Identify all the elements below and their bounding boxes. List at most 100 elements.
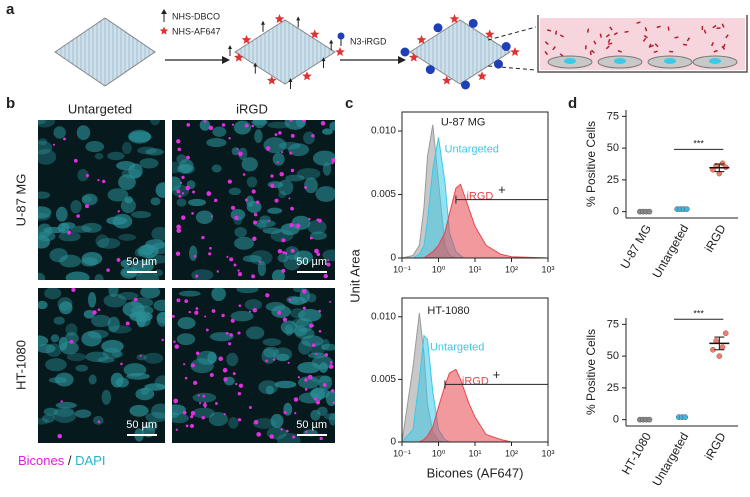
x-tick-label: 10¹: [468, 448, 481, 458]
bicone-signal: [314, 248, 319, 254]
cell: [131, 211, 152, 219]
cell: [303, 131, 315, 145]
bicone-signal: [188, 310, 192, 314]
bicone-signal: [311, 343, 316, 348]
particle-mark: [721, 45, 726, 50]
bicone-signal: [281, 268, 286, 273]
icon: [161, 9, 167, 14]
bicone-signal: [248, 310, 251, 313]
bicone-signal: [208, 252, 212, 256]
bicone-signal: [281, 151, 284, 154]
bicone-signal: [209, 246, 212, 250]
cell: [118, 174, 136, 190]
particle-mark: [642, 37, 647, 42]
bicone-signal: [228, 342, 232, 346]
particle-mark: [712, 24, 717, 29]
cell: [315, 186, 335, 202]
cell: [208, 411, 229, 427]
bicone-signal: [221, 313, 225, 318]
bicone-signal: [251, 274, 256, 279]
cell: [176, 333, 196, 346]
cell: [192, 392, 217, 403]
cell: [320, 343, 335, 351]
bicone-signal: [251, 124, 255, 128]
cell: [312, 150, 335, 166]
x-tick-label: HT-1080: [619, 430, 654, 477]
bicone-signal: [322, 382, 327, 387]
y-tick-label: 0: [390, 253, 396, 264]
y-tick-label: 0: [613, 414, 619, 426]
plot-frame: [401, 111, 549, 259]
micrograph: 50 µm: [172, 120, 335, 280]
cell: [55, 401, 77, 409]
cell: [230, 310, 254, 322]
cell: [195, 210, 214, 224]
cell: [55, 206, 68, 222]
scale-bar-label: 50 µm: [296, 419, 327, 431]
cell: [328, 413, 335, 426]
cell: [189, 245, 198, 261]
panel-label: b: [6, 95, 15, 112]
particle-mark: [589, 50, 592, 56]
particle-mark: [656, 25, 661, 29]
particle-mark: [686, 37, 691, 42]
bicone-signal: [226, 255, 229, 258]
bicone-signal: [176, 139, 181, 144]
data-point: [719, 344, 726, 351]
peptide: N3-iRGD: [350, 36, 387, 46]
particle-mark: [608, 42, 613, 45]
series-label: iRGD: [466, 190, 493, 202]
series-label: HT-1080: [427, 305, 469, 317]
bicone-signal: [258, 260, 261, 264]
bicone-signal: [233, 263, 237, 267]
cell: [151, 226, 165, 241]
bicone-signal: [117, 210, 120, 213]
legend-separator: /: [64, 453, 75, 468]
cell: [151, 403, 165, 419]
cell: [108, 325, 132, 334]
bicone-signal: [308, 217, 311, 221]
cell: [265, 301, 286, 312]
cell: [297, 376, 320, 389]
bicone-signal: [97, 308, 101, 312]
bicone-signal: [265, 146, 271, 151]
micrograph: 50 µm: [38, 120, 165, 280]
cell: [81, 251, 103, 266]
cell: [38, 140, 53, 155]
cell: [270, 413, 284, 429]
bicone-signal: [282, 251, 286, 255]
bicone-signal: [190, 363, 195, 368]
bicone-signal: [176, 298, 181, 303]
cell: [75, 364, 89, 372]
cell: [155, 182, 165, 198]
bicone-signal: [236, 148, 239, 151]
bicone-signal: [331, 157, 335, 163]
cell: [121, 141, 132, 155]
bicone-signal: [301, 120, 306, 123]
cell: [309, 388, 330, 399]
bicone-signal: [294, 411, 297, 415]
legend-bicones: Bicones: [18, 453, 65, 468]
bicone-signal: [228, 136, 231, 140]
cell: [65, 271, 90, 280]
data-point: [719, 160, 726, 167]
cell: [38, 343, 56, 354]
cell: [176, 198, 187, 207]
bicone-signal: [193, 380, 198, 386]
x-tick-label: iRGD: [702, 430, 729, 463]
bicone-signal: [223, 413, 226, 416]
cell: [310, 231, 327, 240]
bicone-signal: [272, 358, 276, 361]
cell: [94, 153, 104, 160]
bicone-signal: [184, 376, 188, 380]
bicone-signal: [234, 215, 239, 220]
bicone-signal: [175, 251, 181, 256]
star: [302, 71, 312, 81]
bicone-signal: [174, 344, 180, 349]
cell: [209, 332, 234, 342]
particle: [234, 19, 336, 85]
bicone-signal: [97, 179, 100, 182]
bicone-signal: [204, 315, 207, 318]
bicone-signal: [181, 192, 185, 195]
cell: [265, 385, 275, 395]
